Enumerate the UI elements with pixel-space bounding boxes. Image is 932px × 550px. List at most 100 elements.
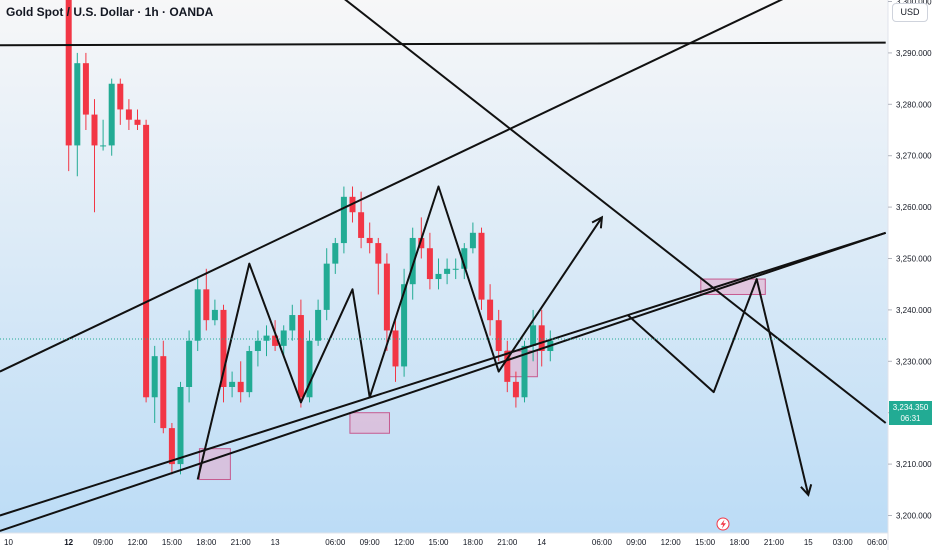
horizontal-resistance-line (0, 41, 886, 47)
candle (444, 258, 451, 285)
price-tick-label: 3,240.000 (896, 306, 932, 315)
candle-body (323, 263, 330, 310)
candle-body (220, 309, 227, 387)
time-tick-label: 14 (537, 538, 546, 547)
candle-body (461, 248, 468, 269)
time-tick-label: 06:00 (592, 538, 613, 547)
price-tick-label: 3,230.000 (896, 357, 932, 366)
candle-body (151, 356, 158, 398)
candle-body (487, 299, 494, 321)
projection-path-arrowhead (800, 484, 813, 497)
candle-body (194, 289, 201, 341)
candle-body (452, 268, 459, 270)
time-tick-label: 09:00 (360, 538, 381, 547)
candle (383, 253, 390, 352)
candle-body (108, 83, 115, 146)
candle-body (160, 356, 167, 429)
last-price-tag: 3,234.350 06:31 (889, 401, 932, 425)
time-tick-label: 12:00 (661, 538, 682, 547)
candle (143, 119, 150, 403)
drawings-layer (0, 0, 888, 532)
symbol-title[interactable]: Gold Spot / U.S. Dollar · 1h · OANDA (6, 5, 214, 19)
time-tick-label: 15:00 (162, 538, 183, 547)
ascending-trendline (0, 0, 784, 373)
time-tick-label: 15:00 (428, 538, 449, 547)
candle (340, 186, 347, 254)
candles-layer (65, 0, 554, 475)
candle-body (306, 340, 313, 398)
candle-body (186, 340, 193, 387)
lightning-icon[interactable] (716, 517, 730, 531)
candle-body (315, 309, 322, 341)
candle-body (65, 0, 72, 146)
price-tick-label: 3,280.000 (896, 100, 932, 109)
time-tick-label: 10 (4, 538, 13, 547)
bar-countdown: 06:31 (900, 414, 921, 423)
price-tick-label: 3,290.000 (896, 49, 932, 58)
candle (177, 381, 184, 475)
candle-body (358, 212, 365, 238)
time-tick-label: 12:00 (127, 538, 148, 547)
time-tick-label: 06:00 (867, 538, 888, 547)
candle (435, 258, 442, 290)
candle-body (280, 330, 287, 346)
price-tick-label: 3,250.000 (896, 255, 932, 264)
candle-body (478, 232, 485, 300)
channel-lower-line (0, 231, 887, 517)
time-tick-label: 12:00 (394, 538, 415, 547)
support-zone-2 (349, 412, 390, 434)
candle-body (521, 345, 528, 398)
candle-body (74, 63, 81, 146)
time-tick-label: 03:00 (833, 538, 854, 547)
candle (426, 232, 433, 290)
chart-background (0, 0, 888, 533)
candle (358, 191, 365, 249)
candle (134, 109, 141, 130)
candle (263, 325, 270, 357)
candle (478, 227, 485, 310)
time-tick-label: 15:00 (695, 538, 716, 547)
candle-body (91, 114, 98, 146)
candle-body (469, 232, 476, 249)
candle (504, 340, 511, 393)
candle-body (211, 309, 218, 321)
candle (306, 330, 313, 403)
candle-body (82, 63, 89, 115)
candle-body (375, 243, 382, 264)
candle (254, 330, 261, 367)
price-tick-label: 3,210.000 (896, 460, 932, 469)
candle-body (100, 145, 107, 147)
candle (469, 222, 476, 254)
time-axis-background[interactable] (0, 533, 888, 550)
candle (108, 78, 115, 156)
candle (487, 284, 494, 336)
time-tick-label: 09:00 (93, 538, 114, 547)
candle-body (366, 237, 373, 244)
currency-button[interactable]: USD (892, 3, 928, 22)
candle (289, 304, 296, 341)
candle-body (530, 325, 537, 346)
candle-body (297, 315, 304, 398)
time-tick-label: 13 (271, 538, 280, 547)
candle (220, 304, 227, 403)
candle (100, 119, 107, 151)
candle-body (426, 248, 433, 280)
candle (521, 340, 528, 403)
candle-body (435, 273, 442, 280)
candle-body (512, 381, 519, 398)
candle (229, 371, 236, 398)
price-axis-background[interactable] (888, 0, 932, 550)
candle (452, 258, 459, 280)
candle-body (409, 237, 416, 285)
candle-body (168, 428, 175, 465)
candle (332, 237, 339, 274)
price-tick-label: 3,270.000 (896, 152, 932, 161)
zones-layer (198, 278, 766, 481)
candle-body (134, 119, 141, 125)
candle (237, 361, 244, 403)
time-tick-label: 09:00 (626, 538, 647, 547)
candle (366, 222, 373, 254)
candle-body (340, 196, 347, 244)
